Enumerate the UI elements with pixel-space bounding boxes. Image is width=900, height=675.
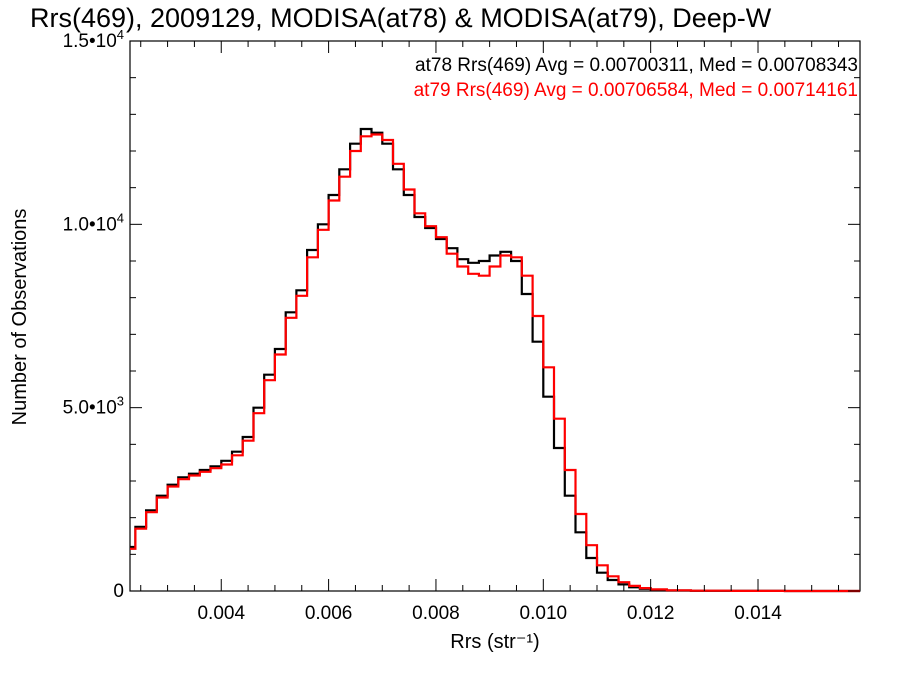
y-axis-ticks: 0 5.0•103 1.0•104 1.5•104	[63, 27, 860, 602]
annotation-at79: at79 Rrs(469) Avg = 0.00706584, Med = 0.…	[414, 80, 858, 101]
y-axis-label: Number of Observations	[9, 209, 31, 426]
series-layer	[130, 127, 860, 593]
y-tick-label: 0	[113, 581, 124, 602]
y-tick-label: 1.5•104	[63, 27, 124, 52]
x-tick-label: 0.010	[520, 603, 568, 624]
x-tick-label: 0.012	[627, 603, 675, 624]
plot-axes	[129, 40, 861, 592]
plot-frame	[129, 40, 861, 592]
x-tick-label: 0.008	[412, 603, 460, 624]
x-tick-label: 0.004	[197, 603, 245, 624]
chart-title: Rrs(469), 2009129, MODISA(at78) & MODISA…	[30, 3, 772, 33]
x-axis-label: Rrs (str⁻¹)	[450, 631, 539, 653]
x-tick-label: 0.006	[305, 603, 353, 624]
annotation-at78: at78 Rrs(469) Avg = 0.00700311, Med = 0.…	[415, 55, 858, 76]
y-tick-label: 5.0•103	[63, 394, 124, 419]
x-tick-label: 0.014	[734, 603, 782, 624]
series-at79-line	[130, 133, 860, 593]
y-tick-label: 1.0•104	[63, 210, 124, 235]
x-axis-ticks: 0.004 0.006 0.008 0.010 0.012 0.014	[140, 41, 840, 624]
series-at78-line	[130, 127, 860, 593]
